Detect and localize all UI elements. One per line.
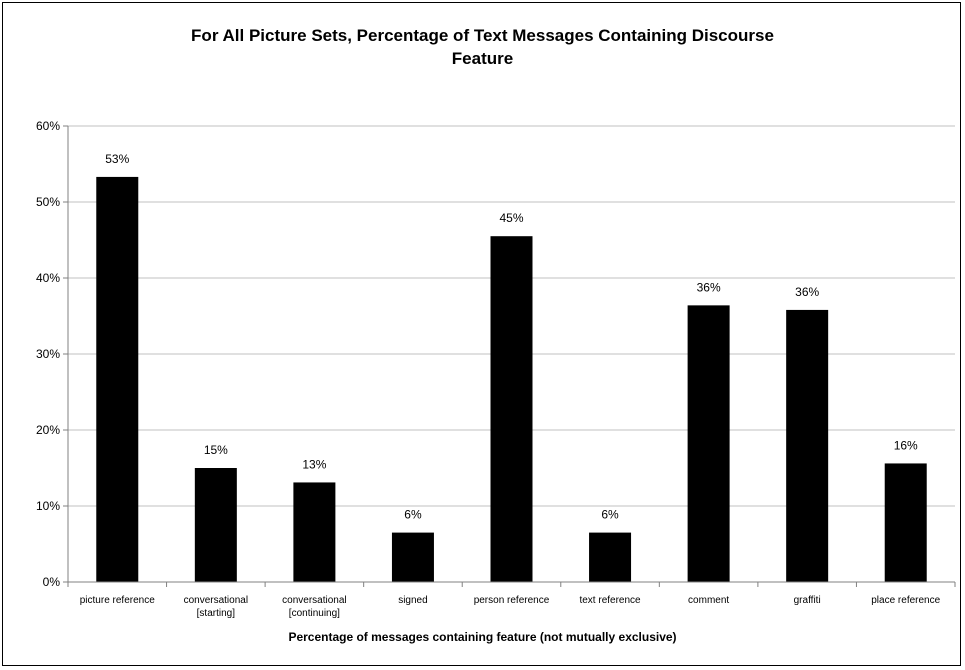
data-label: 6% <box>601 508 619 522</box>
data-label: 15% <box>204 443 228 457</box>
x-category-label: graffiti <box>794 595 821 606</box>
bar <box>786 309 829 582</box>
axes <box>63 125 956 587</box>
x-category-label-line: person reference <box>474 595 550 606</box>
x-category-label-line: place reference <box>871 595 940 606</box>
bar <box>293 482 336 582</box>
x-category-label-line: [continuing] <box>289 608 340 619</box>
y-tick-label: 30% <box>36 347 60 361</box>
data-label: 16% <box>894 438 918 452</box>
bar <box>884 463 927 582</box>
x-category-label: signed <box>398 595 427 606</box>
y-tick-label: 20% <box>36 423 60 437</box>
data-label: 45% <box>499 211 523 225</box>
x-category-label-line: [starting] <box>197 608 236 619</box>
x-category-label: conversational [continuing] <box>282 595 346 619</box>
bar <box>490 236 533 582</box>
data-label: 36% <box>697 280 721 294</box>
x-category-label: comment <box>688 595 729 606</box>
y-tick-label: 10% <box>36 499 60 513</box>
x-category-label-line: graffiti <box>794 595 821 606</box>
y-tick-label: 50% <box>36 195 60 209</box>
y-tick-label: 0% <box>43 575 61 589</box>
x-category-label: picture reference <box>80 595 155 606</box>
bar <box>194 468 237 582</box>
x-category-label-line: picture reference <box>80 595 155 606</box>
x-category-label: conversational [starting] <box>184 595 248 619</box>
data-label: 36% <box>795 285 819 299</box>
x-category-label: place reference <box>871 595 940 606</box>
bar <box>687 305 730 582</box>
y-tick-label: 60% <box>36 119 60 133</box>
x-category-label: person reference <box>474 595 550 606</box>
x-category-label-line: conversational <box>184 595 248 606</box>
data-label: 13% <box>302 457 326 471</box>
chart-title-line-2: Feature <box>451 49 514 68</box>
data-label: 53% <box>105 152 129 166</box>
x-category-label-line: comment <box>688 595 729 606</box>
bar <box>391 532 434 582</box>
x-category-label-line: text reference <box>579 595 641 606</box>
x-category-label-line: conversational <box>282 595 346 606</box>
y-tick-label: 40% <box>36 271 60 285</box>
bar <box>589 532 632 582</box>
labels: 0% 10% 20% 30% 40% 50% 60% 53% picture reference… <box>36 119 941 619</box>
chart-title-line-1: For All Picture Sets, Percentage of Text… <box>191 26 774 45</box>
x-category-label: text reference <box>579 595 641 606</box>
data-label: 6% <box>404 508 422 522</box>
chart-title: For All Picture Sets, Percentage of Text… <box>0 24 965 70</box>
bar <box>96 176 139 583</box>
x-category-label-line: signed <box>398 595 427 606</box>
bars <box>96 176 927 583</box>
x-axis-title: Percentage of messages containing featur… <box>288 630 677 644</box>
